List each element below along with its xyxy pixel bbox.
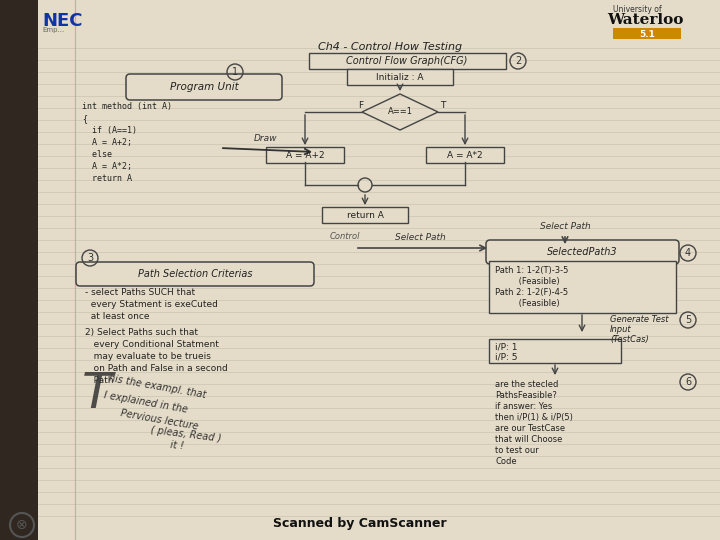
- Text: i/P: 5: i/P: 5: [495, 353, 518, 362]
- Text: are our TestCase: are our TestCase: [495, 424, 565, 433]
- FancyBboxPatch shape: [347, 69, 453, 85]
- Text: return A: return A: [82, 174, 132, 183]
- Text: 4: 4: [685, 248, 691, 258]
- Text: Draw: Draw: [253, 134, 276, 143]
- Text: i/P: 1: i/P: 1: [495, 343, 518, 352]
- Text: University of: University of: [613, 5, 662, 14]
- Text: are the stecled: are the stecled: [495, 380, 559, 389]
- Text: Code: Code: [495, 457, 517, 466]
- Text: int method (int A): int method (int A): [82, 102, 172, 111]
- FancyBboxPatch shape: [126, 74, 282, 100]
- Text: ⊗: ⊗: [16, 518, 28, 532]
- Text: A = A*2;: A = A*2;: [82, 162, 132, 171]
- Text: A = A+2;: A = A+2;: [82, 138, 132, 147]
- Text: - select Paths SUCH that: - select Paths SUCH that: [85, 288, 195, 297]
- Text: 5: 5: [685, 315, 691, 325]
- Text: 2: 2: [515, 56, 521, 66]
- Text: every Conditional Statment: every Conditional Statment: [85, 340, 219, 349]
- Text: F: F: [358, 101, 363, 110]
- Text: Waterloo: Waterloo: [607, 13, 683, 27]
- FancyBboxPatch shape: [266, 147, 344, 163]
- Text: A = A*2: A = A*2: [447, 151, 483, 159]
- FancyBboxPatch shape: [76, 262, 314, 286]
- Text: {: {: [82, 114, 87, 123]
- Text: (Feasible): (Feasible): [495, 277, 559, 286]
- Text: if answer: Yes: if answer: Yes: [495, 402, 552, 411]
- Text: 1: 1: [232, 67, 238, 77]
- Text: Ch4 - Control How Testing: Ch4 - Control How Testing: [318, 42, 462, 52]
- Text: NEC: NEC: [42, 12, 83, 30]
- FancyBboxPatch shape: [426, 147, 504, 163]
- Text: Select Path: Select Path: [395, 233, 446, 242]
- Text: on Path and False in a second: on Path and False in a second: [85, 364, 228, 373]
- Text: 5.1: 5.1: [639, 30, 655, 39]
- Text: then i/P(1) & i/P(5): then i/P(1) & i/P(5): [495, 413, 573, 422]
- Text: SelectedPath3: SelectedPath3: [546, 247, 617, 257]
- Text: every Statment is exeCuted: every Statment is exeCuted: [85, 300, 218, 309]
- Text: 2) Select Paths such that: 2) Select Paths such that: [85, 328, 198, 337]
- Text: Select Path: Select Path: [539, 222, 590, 231]
- Text: his the exampl. that: his the exampl. that: [108, 373, 207, 400]
- Text: Path 2: 1-2(F)-4-5: Path 2: 1-2(F)-4-5: [495, 288, 568, 297]
- Text: A==1: A==1: [387, 107, 413, 117]
- Text: may evaluate to be trueis: may evaluate to be trueis: [85, 352, 211, 361]
- Text: Path Selection Criterias: Path Selection Criterias: [138, 269, 252, 279]
- Text: Generate Test: Generate Test: [610, 315, 668, 324]
- Text: I explained in the: I explained in the: [103, 390, 189, 415]
- Text: Path: Path: [85, 376, 114, 385]
- Text: ( pleas, Read ): ( pleas, Read ): [150, 425, 222, 443]
- Text: Initializ : A: Initializ : A: [377, 72, 424, 82]
- Text: Emp...: Emp...: [42, 27, 64, 33]
- Text: Scanned by CamScanner: Scanned by CamScanner: [273, 517, 447, 530]
- Text: (TestCas): (TestCas): [610, 335, 649, 344]
- Text: 6: 6: [685, 377, 691, 387]
- FancyBboxPatch shape: [489, 339, 621, 363]
- Text: Path 1: 1-2(T)-3-5: Path 1: 1-2(T)-3-5: [495, 266, 568, 275]
- Bar: [613, 28, 681, 39]
- Text: Pervious lecture: Pervious lecture: [120, 408, 199, 431]
- Text: 3: 3: [87, 253, 93, 263]
- Text: else: else: [82, 150, 112, 159]
- Text: if (A==1): if (A==1): [82, 126, 137, 135]
- Text: it !: it !: [170, 440, 184, 451]
- Text: T: T: [82, 370, 112, 418]
- Text: Control: Control: [330, 232, 360, 241]
- FancyBboxPatch shape: [322, 207, 408, 223]
- Text: A = A+2: A = A+2: [286, 151, 324, 159]
- Text: Program Unit: Program Unit: [170, 82, 238, 92]
- Text: that will Choose: that will Choose: [495, 435, 562, 444]
- Text: T: T: [440, 101, 446, 110]
- Text: Input: Input: [610, 325, 631, 334]
- Text: at least once: at least once: [85, 312, 150, 321]
- Text: Control Flow Graph(CFG): Control Flow Graph(CFG): [346, 56, 468, 66]
- Bar: [0, 0, 38, 540]
- Text: to test our: to test our: [495, 446, 539, 455]
- FancyBboxPatch shape: [486, 240, 679, 264]
- FancyBboxPatch shape: [489, 261, 676, 313]
- Text: return A: return A: [346, 211, 384, 219]
- Text: PathsFeasible?: PathsFeasible?: [495, 391, 557, 400]
- Text: (Feasible): (Feasible): [495, 299, 559, 308]
- FancyBboxPatch shape: [309, 53, 506, 69]
